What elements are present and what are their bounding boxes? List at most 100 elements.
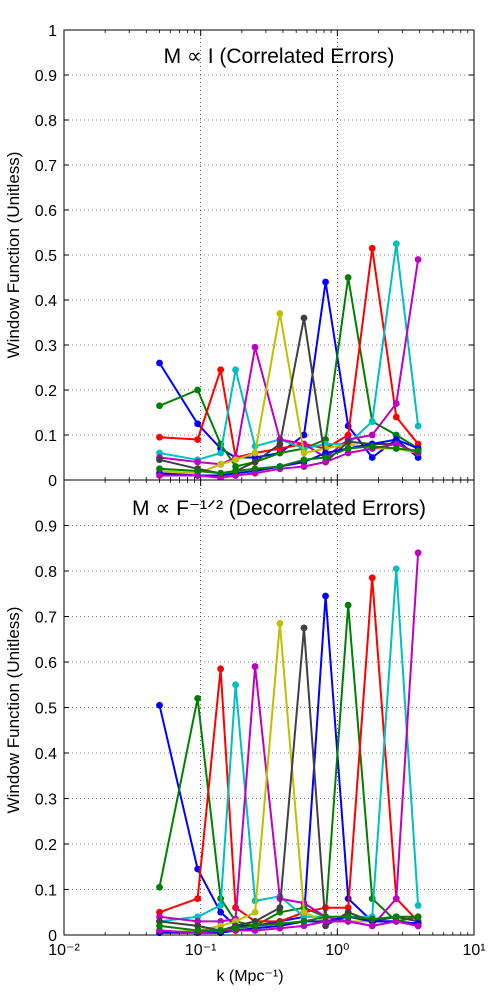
data-point	[217, 366, 225, 374]
data-point	[368, 244, 376, 252]
data-point	[156, 402, 163, 410]
data-point	[300, 314, 308, 322]
data-point	[217, 665, 225, 673]
data-point	[194, 420, 202, 428]
data-point	[300, 449, 308, 457]
data-point	[251, 922, 259, 930]
data-point	[232, 467, 239, 475]
series-line-9	[159, 443, 419, 479]
data-point	[156, 883, 163, 891]
y-tick-label: 0.7	[35, 610, 57, 627]
data-point	[276, 619, 284, 627]
series-line-8	[159, 438, 419, 477]
y-tick-label: 0.3	[35, 792, 57, 809]
data-point	[232, 924, 239, 932]
data-point	[414, 922, 422, 930]
data-point	[414, 902, 422, 909]
y-tick-label: 1	[48, 23, 57, 40]
data-point	[251, 343, 259, 351]
series-line-4	[159, 242, 420, 461]
data-point	[300, 463, 308, 470]
series-line-8	[159, 915, 419, 934]
data-point	[217, 449, 225, 457]
y-tick-label: 0.1	[35, 883, 57, 900]
data-point	[414, 256, 422, 263]
data-point	[392, 895, 400, 902]
y-axis-label-lower: Window Function (Unitless)	[4, 607, 23, 814]
data-point	[344, 601, 352, 609]
data-point	[276, 904, 284, 912]
data-point	[368, 915, 376, 923]
data-point	[322, 592, 329, 600]
y-tick-label: 0.6	[35, 655, 57, 672]
data-point	[322, 278, 329, 286]
y-tick-label: 0.9	[35, 68, 57, 85]
series-line-4	[159, 567, 420, 923]
data-point	[232, 366, 239, 374]
data-point	[156, 465, 163, 473]
data-point	[414, 422, 422, 430]
x-axis-label: k (Mpc⁻¹)	[216, 968, 283, 985]
data-point	[414, 447, 422, 455]
data-point	[276, 440, 284, 448]
data-point	[217, 908, 225, 916]
y-tick-label: 0.9	[35, 519, 57, 536]
data-point	[414, 549, 422, 557]
y-tick-label: 0.4	[35, 293, 57, 310]
data-point	[194, 386, 202, 394]
y-tick-label: 0.8	[35, 564, 57, 581]
series-line-2	[159, 276, 419, 468]
y-tick-label: 0	[48, 473, 57, 490]
series-line-5	[159, 259, 420, 466]
data-point	[156, 472, 163, 479]
data-point	[344, 438, 352, 446]
data-point	[322, 913, 329, 921]
data-point	[194, 467, 202, 475]
data-point	[276, 920, 284, 928]
data-point	[194, 927, 202, 934]
data-point	[156, 701, 163, 709]
y-tick-label: 0.1	[35, 428, 57, 445]
data-point	[232, 456, 239, 464]
data-point	[344, 913, 352, 921]
data-point	[156, 922, 163, 930]
data-point	[392, 913, 400, 921]
data-point	[217, 460, 225, 468]
y-tick-label: 0.5	[35, 248, 57, 265]
data-point	[300, 456, 308, 464]
data-point	[392, 565, 400, 573]
x-tick-label: 10¹	[462, 942, 485, 959]
data-point	[194, 436, 202, 443]
data-point	[368, 442, 376, 450]
panel-title: M ∝ I (Correlated Errors)	[164, 45, 395, 68]
series-line-3	[159, 247, 419, 459]
data-point	[368, 454, 376, 461]
series-line-2	[158, 604, 419, 927]
data-point	[217, 902, 225, 909]
data-point	[251, 458, 259, 466]
y-tick-label: 0.6	[35, 203, 57, 220]
panel-decorrelated-errors: 0 0.1 0.2 0.3 0.4 0.5 0.6 0.7 0.8 0.9 M ∝ F⁻¹ᐟ² (D…	[35, 479, 486, 959]
data-point	[414, 913, 422, 921]
y-tick-label: 0	[48, 928, 57, 945]
data-point	[194, 458, 202, 466]
data-point	[368, 574, 376, 582]
y-tick-label: 0.2	[35, 837, 57, 854]
data-point	[392, 400, 400, 407]
data-point	[232, 681, 239, 689]
data-point	[368, 922, 376, 930]
x-tick-label: 10⁻¹	[185, 942, 217, 959]
series-line-10	[159, 915, 419, 932]
y-tick-label: 0.8	[35, 113, 57, 130]
series-line-3	[159, 576, 419, 923]
y-tick-label: 0.3	[35, 338, 57, 355]
data-point	[156, 456, 163, 464]
data-point	[368, 418, 376, 425]
data-point	[194, 695, 202, 702]
panel-correlated-errors: 0 0.1 0.2 0.3 0.4 0.5 0.6 0.7 0.8 0.9 1 M ∝ I (Corr…	[35, 23, 475, 490]
data-point	[194, 865, 202, 873]
y-tick-label: 0.5	[35, 701, 57, 718]
y-tick-label: 0.2	[35, 383, 57, 400]
data-point	[300, 624, 308, 632]
